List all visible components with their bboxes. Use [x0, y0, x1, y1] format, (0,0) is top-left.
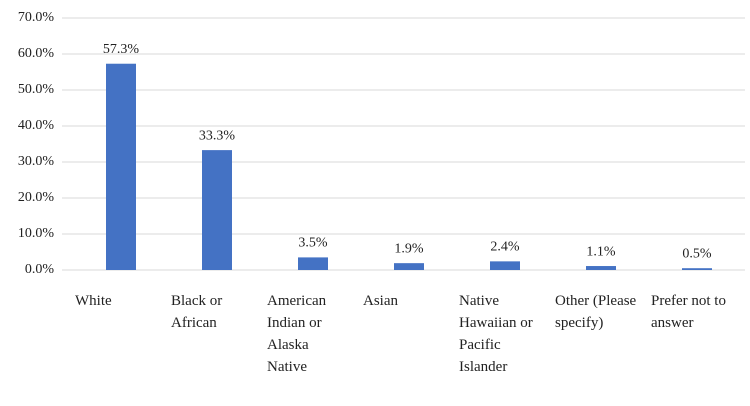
y-tick-label: 10.0%: [18, 226, 55, 241]
bar: [106, 63, 136, 270]
bar: [298, 257, 328, 270]
y-tick-label: 20.0%: [18, 190, 55, 205]
data-label: 33.3%: [199, 128, 236, 143]
x-tick-label: Black or African: [171, 293, 223, 331]
x-tick-label: American Indian or Alaska Native: [267, 293, 327, 375]
bar: [202, 150, 232, 270]
y-tick-label: 60.0%: [18, 46, 55, 61]
data-label: 2.4%: [490, 240, 520, 255]
bar: [586, 266, 616, 270]
y-tick-label: 50.0%: [18, 82, 55, 97]
y-tick-label: 40.0%: [18, 118, 55, 133]
y-tick-label: 0.0%: [25, 262, 55, 277]
data-label: 3.5%: [298, 236, 328, 251]
x-tick-label: Prefer not to answer: [651, 293, 726, 331]
x-tick-label: White: [75, 293, 112, 309]
x-tick-label: Asian: [363, 293, 398, 309]
bar: [394, 263, 424, 270]
data-label: 0.5%: [682, 246, 712, 261]
data-label: 57.3%: [103, 42, 140, 57]
y-tick-label: 30.0%: [18, 154, 55, 169]
x-tick-label: Native Hawaiian or Pacific Islander: [459, 293, 533, 375]
bar: [490, 261, 520, 270]
data-label: 1.9%: [394, 241, 424, 256]
data-label: 1.1%: [586, 244, 616, 259]
bar: [682, 268, 712, 270]
x-tick-label: Other (Please specify): [555, 293, 637, 331]
y-tick-label: 70.0%: [18, 10, 55, 25]
